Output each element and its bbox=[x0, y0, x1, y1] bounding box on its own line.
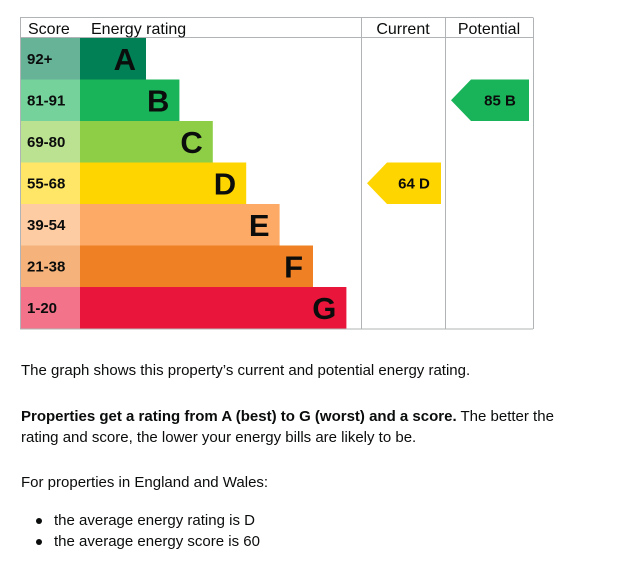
band-bar-a bbox=[80, 38, 146, 80]
chart-description: The graph shows this property’s current … bbox=[21, 362, 471, 379]
header-energy-rating: Energy rating bbox=[91, 21, 186, 38]
band-bar-e bbox=[80, 204, 280, 246]
score-cell-c bbox=[20, 121, 80, 163]
average-rating-item: the average energy rating is D bbox=[21, 510, 260, 531]
score-range-a: 92+ bbox=[27, 51, 53, 68]
rating-explanation-rest: The better the rating and score, the low… bbox=[21, 408, 554, 446]
header-score: Score bbox=[28, 21, 70, 38]
header-current: Current bbox=[376, 21, 430, 38]
band-bar-g bbox=[80, 287, 347, 329]
band-letter-d: D bbox=[214, 166, 236, 201]
score-range-c: 69-80 bbox=[27, 134, 65, 151]
potential-arrow bbox=[451, 79, 529, 121]
rating-explanation-bold: Properties get a rating from A (best) to… bbox=[21, 408, 457, 425]
current-arrow bbox=[367, 162, 441, 204]
band-letter-c: C bbox=[180, 125, 202, 160]
band-bar-c bbox=[80, 121, 213, 163]
score-range-e: 39-54 bbox=[27, 217, 66, 234]
band-letter-e: E bbox=[249, 208, 270, 243]
band-letter-a: A bbox=[114, 42, 136, 77]
band-bar-f bbox=[80, 245, 313, 287]
average-score-item: the average energy score is 60 bbox=[21, 531, 260, 552]
band-bar-b bbox=[80, 79, 180, 121]
score-cell-d bbox=[20, 162, 80, 204]
score-cell-f bbox=[20, 245, 80, 287]
grid-horizontal-lines bbox=[20, 17, 533, 330]
energy-rating-chart: 92+ A 81-91 B 69-80 C 55-68 D 39-54 E 21-38 F 1-20 G S… bbox=[20, 17, 534, 330]
score-range-f: 21-38 bbox=[27, 258, 65, 275]
rating-explanation: Properties get a rating from A (best) to… bbox=[21, 406, 581, 448]
score-range-b: 81-91 bbox=[27, 92, 65, 109]
header-potential: Potential bbox=[458, 21, 520, 38]
average-list: the average energy rating is D the avera… bbox=[21, 510, 260, 552]
band-letter-f: F bbox=[284, 249, 303, 284]
band-letter-g: G bbox=[312, 291, 336, 326]
band-letter-b: B bbox=[147, 83, 169, 118]
potential-rating-label: 85 B bbox=[484, 92, 516, 109]
current-rating-label: 64 D bbox=[398, 175, 430, 192]
england-wales-intro: For properties in England and Wales: bbox=[21, 474, 269, 491]
score-cell-e bbox=[20, 204, 80, 246]
score-range-g: 1-20 bbox=[27, 300, 57, 317]
score-cell-b bbox=[20, 79, 80, 121]
score-range-d: 55-68 bbox=[27, 175, 65, 192]
band-bar-d bbox=[80, 162, 247, 204]
score-cell-a bbox=[20, 38, 80, 80]
grid-vertical-lines bbox=[20, 17, 534, 329]
score-cell-g bbox=[20, 287, 80, 329]
